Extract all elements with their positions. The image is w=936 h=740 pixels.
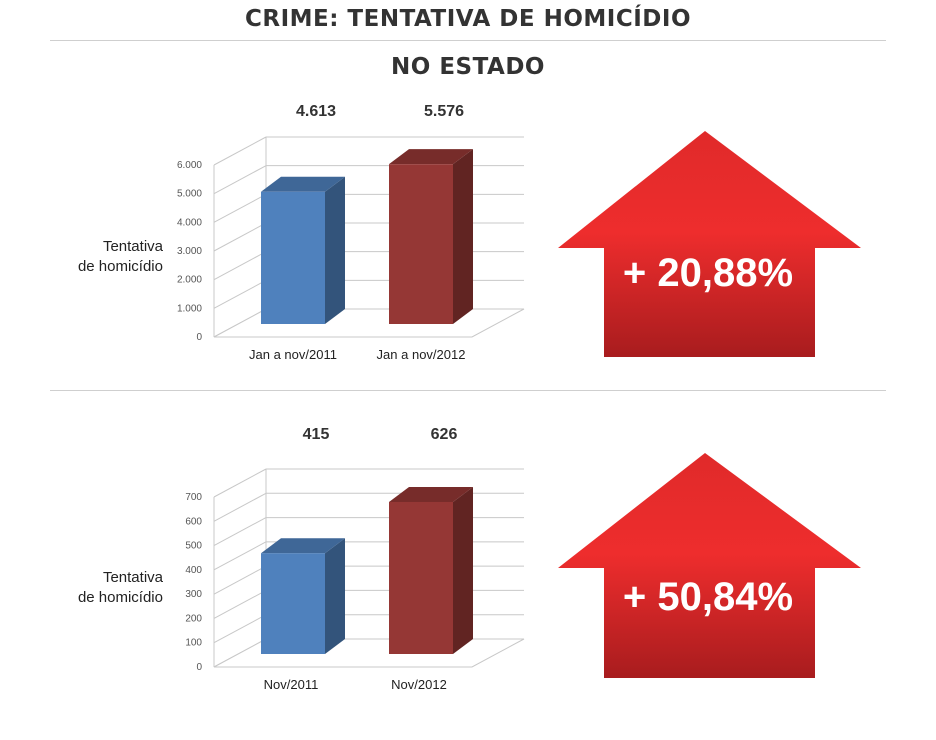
side-gridline (213, 492, 267, 522)
y-tick-label: 4.000 (177, 217, 202, 228)
bar-side (453, 149, 473, 324)
side-gridline (213, 136, 267, 166)
x-category-label: Jan a nov/2011 (249, 347, 337, 362)
y-tick-label: 1.000 (177, 303, 202, 314)
bar (389, 164, 453, 324)
x-category-label: Jan a nov/2012 (377, 347, 466, 362)
side-gridline (213, 565, 267, 595)
change-percent-label: + 20,88% (623, 251, 793, 295)
bar-side (325, 176, 345, 324)
data-value-label: 626 (431, 426, 458, 443)
side-gridline (213, 222, 267, 252)
data-value-label: 5.576 (424, 103, 464, 120)
chart-floor (213, 308, 525, 338)
y-tick-label: 400 (185, 565, 202, 576)
side-gridline (213, 165, 267, 195)
y-tick-label: 0 (196, 332, 202, 343)
page-title: CRIME: TENTATIVA DE HOMICÍDIO (244, 6, 691, 32)
bar-top (261, 538, 345, 554)
side-gridline (213, 193, 267, 223)
side-gridline (213, 517, 267, 547)
y-tick-label: 5.000 (177, 189, 202, 200)
y-tick-label: 3.000 (177, 246, 202, 257)
up-arrow-icon: + 50,84% (558, 453, 861, 678)
y-axis-label: Tentativa (103, 238, 164, 255)
data-value-label: 4.613 (296, 103, 336, 120)
bar-side (325, 538, 345, 654)
y-tick-label: 600 (185, 516, 202, 527)
bar-chart-nov: 0 100 200 300 400 500 600 700 Nov/2011 415 Nov/201… (78, 426, 525, 692)
side-gridline (213, 468, 267, 498)
divider-top (50, 40, 886, 41)
side-gridline (213, 251, 267, 281)
y-tick-label: 2.000 (177, 275, 202, 286)
bar-chart-jan-nov: 0 1.000 2.000 3.000 4.000 5.000 6.000 Jan a nov… (78, 103, 525, 362)
bar-top (261, 176, 345, 192)
bar (261, 553, 325, 654)
chart-floor (213, 638, 525, 668)
y-axis-label: de homicídio (78, 258, 163, 275)
y-tick-label: 500 (185, 541, 202, 552)
y-tick-label: 0 (196, 662, 202, 673)
bar-top (389, 149, 473, 165)
bar (389, 501, 453, 654)
bar (261, 191, 325, 324)
x-category-label: Nov/2011 (264, 677, 319, 692)
y-axis-label: de homicídio (78, 589, 163, 606)
bar-side (453, 486, 473, 654)
side-gridline (213, 279, 267, 309)
side-gridline (213, 614, 267, 644)
change-percent-label: + 50,84% (623, 575, 793, 619)
data-value-label: 415 (303, 426, 330, 443)
y-tick-label: 300 (185, 589, 202, 600)
y-tick-label: 700 (185, 492, 202, 503)
x-category-label: Nov/2012 (391, 677, 447, 692)
up-arrow-icon: + 20,88% (558, 131, 861, 357)
side-gridline (213, 589, 267, 619)
divider-middle (50, 390, 886, 391)
y-tick-label: 6.000 (177, 160, 202, 171)
y-tick-label: 100 (185, 638, 202, 649)
page-subtitle: NO ESTADO (391, 54, 545, 80)
y-axis-label: Tentativa (103, 569, 164, 586)
side-gridline (213, 541, 267, 571)
y-tick-label: 200 (185, 613, 202, 624)
bar-top (389, 486, 473, 502)
